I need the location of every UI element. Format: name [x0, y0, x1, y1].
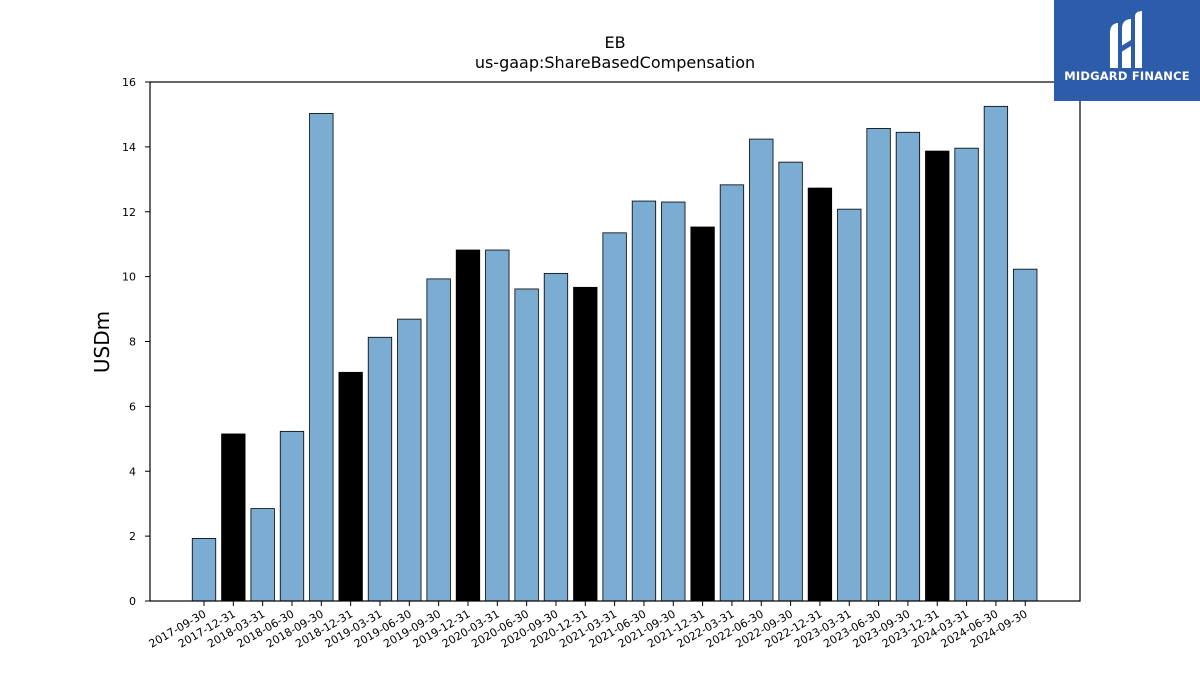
y-tick-label: 2: [129, 530, 136, 543]
bar-2018-06-30: [279, 430, 305, 602]
bar-2019-06-30: [397, 318, 422, 602]
bar-2020-09-30: [543, 272, 569, 602]
y-tick-label: 8: [129, 336, 136, 349]
bar-2023-03-31: [837, 208, 862, 602]
logo-text: MIDGARD FINANCE: [1064, 69, 1190, 83]
bar-2019-12-31: [455, 249, 481, 602]
bar-2021-12-31: [690, 226, 715, 602]
y-tick-label: 12: [122, 206, 136, 219]
y-tick-label: 10: [122, 271, 136, 284]
bar-2020-03-31: [485, 249, 510, 602]
bar-2024-09-30: [1013, 268, 1038, 602]
y-tick-label: 16: [122, 76, 136, 89]
chart-title: EB: [604, 33, 625, 52]
y-tick-label: 4: [129, 465, 136, 478]
chart-subtitle: us-gaap:ShareBasedCompensation: [475, 53, 755, 72]
bar-2022-06-30: [749, 138, 774, 602]
bar-2024-06-30: [983, 105, 1009, 602]
bar-2019-09-30: [426, 278, 451, 602]
bar-2019-03-31: [367, 336, 393, 602]
bar-2021-06-30: [631, 200, 657, 602]
x-axis-ticks: 2017-09-302017-12-312018-03-312018-06-30…: [147, 601, 1030, 651]
bar-2020-12-31: [573, 286, 598, 602]
bar-2018-03-31: [250, 508, 275, 602]
midgard-logo-icon: [1110, 11, 1142, 68]
bar-2023-12-31: [925, 150, 950, 602]
bar-2018-12-31: [338, 371, 363, 602]
brand-logo: MIDGARD FINANCE: [1054, 0, 1200, 101]
bar-2023-09-30: [895, 131, 921, 602]
bar-2022-03-31: [719, 184, 745, 602]
bar-2017-12-31: [221, 433, 246, 602]
y-tick-label: 6: [129, 400, 136, 413]
bar-2017-09-30: [191, 538, 217, 602]
bar-2018-09-30: [309, 113, 334, 602]
y-axis-ticks: 0 2 4 6 8 10 12 14 16: [122, 76, 150, 608]
bar-2020-06-30: [514, 288, 539, 602]
y-tick-label: 14: [122, 141, 136, 154]
bar-2021-03-31: [602, 232, 627, 602]
bar-2024-03-31: [954, 147, 979, 602]
bar-2022-12-31: [807, 187, 833, 602]
bar-2023-06-30: [866, 127, 891, 602]
bar-2022-09-30: [778, 161, 803, 602]
bars-group: [191, 105, 1038, 602]
bar-2021-09-30: [661, 201, 686, 602]
plot-frame: [149, 81, 1081, 602]
y-tick-label: 0: [129, 595, 136, 608]
y-axis-label: USDm: [90, 311, 114, 373]
